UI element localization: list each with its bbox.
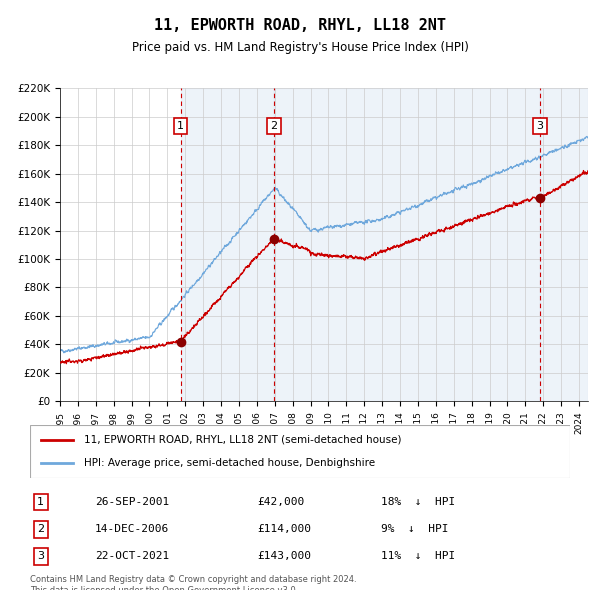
Bar bbox=[274, 88, 540, 401]
Text: 9%  ↓  HPI: 9% ↓ HPI bbox=[381, 525, 449, 534]
Text: £114,000: £114,000 bbox=[257, 525, 311, 534]
Text: £42,000: £42,000 bbox=[257, 497, 304, 507]
Text: 18%  ↓  HPI: 18% ↓ HPI bbox=[381, 497, 455, 507]
Text: 11, EPWORTH ROAD, RHYL, LL18 2NT: 11, EPWORTH ROAD, RHYL, LL18 2NT bbox=[154, 18, 446, 32]
Text: 14-DEC-2006: 14-DEC-2006 bbox=[95, 525, 169, 534]
Text: 1: 1 bbox=[177, 121, 184, 131]
Text: 1: 1 bbox=[37, 497, 44, 507]
Text: 3: 3 bbox=[37, 552, 44, 562]
Text: 26-SEP-2001: 26-SEP-2001 bbox=[95, 497, 169, 507]
Text: 2: 2 bbox=[271, 121, 277, 131]
Text: Contains HM Land Registry data © Crown copyright and database right 2024.
This d: Contains HM Land Registry data © Crown c… bbox=[30, 575, 356, 590]
Text: 2: 2 bbox=[37, 525, 44, 534]
Text: Price paid vs. HM Land Registry's House Price Index (HPI): Price paid vs. HM Land Registry's House … bbox=[131, 41, 469, 54]
Text: HPI: Average price, semi-detached house, Denbighshire: HPI: Average price, semi-detached house,… bbox=[84, 458, 375, 468]
Text: 11%  ↓  HPI: 11% ↓ HPI bbox=[381, 552, 455, 562]
Text: 3: 3 bbox=[536, 121, 544, 131]
Text: 22-OCT-2021: 22-OCT-2021 bbox=[95, 552, 169, 562]
Text: £143,000: £143,000 bbox=[257, 552, 311, 562]
Bar bbox=[540, 88, 588, 401]
Text: 11, EPWORTH ROAD, RHYL, LL18 2NT (semi-detached house): 11, EPWORTH ROAD, RHYL, LL18 2NT (semi-d… bbox=[84, 435, 401, 445]
FancyBboxPatch shape bbox=[30, 425, 570, 478]
Bar bbox=[181, 88, 274, 401]
